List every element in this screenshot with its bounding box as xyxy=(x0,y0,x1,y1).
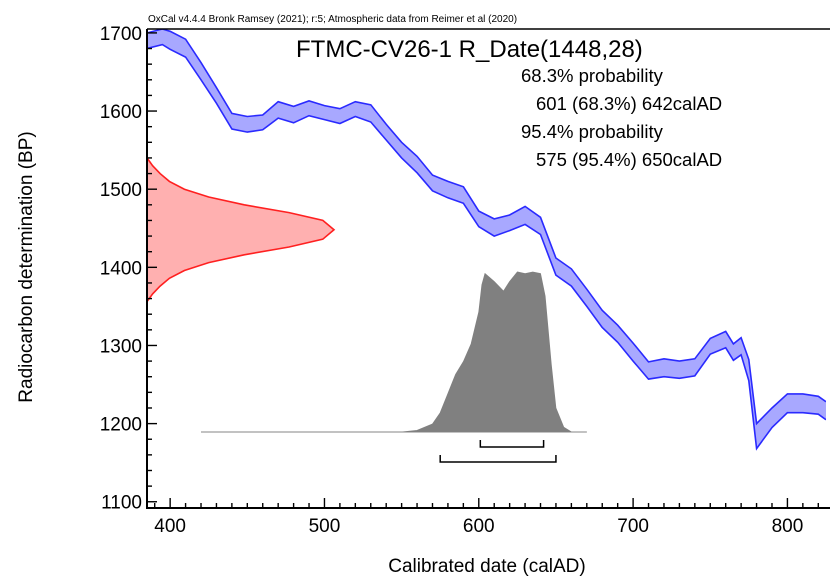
probability-range-brackets xyxy=(439,440,557,463)
range-bracket-68 xyxy=(479,440,545,448)
y-tick-label: 1100 xyxy=(101,493,142,514)
prob-95-label: 95.4% probability xyxy=(521,121,664,142)
y-tick-label: 1400 xyxy=(100,258,142,279)
x-tick-label: 500 xyxy=(309,516,341,537)
x-tick-label: 800 xyxy=(772,516,804,537)
y-tick-label: 1500 xyxy=(100,180,142,201)
y-axis-ticks: 1100 1200 1300 1400 1500 1600 1700 xyxy=(100,24,157,514)
calibration-curve-lower xyxy=(147,43,826,451)
measurement-distribution-fill xyxy=(147,157,334,302)
chart-title: FTMC-CV26-1 R_Date(1448,28) xyxy=(296,36,643,63)
x-tick-label: 600 xyxy=(463,516,495,537)
prob-68-range: 601 (68.3%) 642calAD xyxy=(536,93,722,114)
y-axis-title: Radiocarbon determination (BP) xyxy=(16,131,37,402)
y-tick-label: 1300 xyxy=(100,336,142,357)
measurement-distribution-layer xyxy=(146,157,336,303)
x-tick-label: 400 xyxy=(154,516,186,537)
y-tick-label: 1600 xyxy=(100,102,142,123)
x-tick-label: 700 xyxy=(617,516,649,537)
calibrated-distribution-layer xyxy=(201,271,587,433)
prob-68-label: 68.3% probability xyxy=(521,65,664,86)
oxcal-header: OxCal v4.4.4 Bronk Ramsey (2021); r:5; A… xyxy=(148,14,517,25)
calibration-curve-layer xyxy=(147,29,826,451)
prob-95-range: 575 (95.4%) 650calAD xyxy=(536,149,722,170)
x-axis-title: Calibrated date (calAD) xyxy=(388,556,585,577)
axes-frame xyxy=(146,28,830,509)
y-tick-label: 1700 xyxy=(100,24,142,45)
x-axis-ticks: 400 500 600 700 800 xyxy=(154,498,819,537)
y-tick-label: 1200 xyxy=(100,415,142,436)
calibration-curve-upper xyxy=(147,29,826,426)
measurement-distribution-line xyxy=(146,157,336,303)
calibrated-distribution-area xyxy=(201,271,587,433)
range-bracket-95 xyxy=(439,455,557,463)
